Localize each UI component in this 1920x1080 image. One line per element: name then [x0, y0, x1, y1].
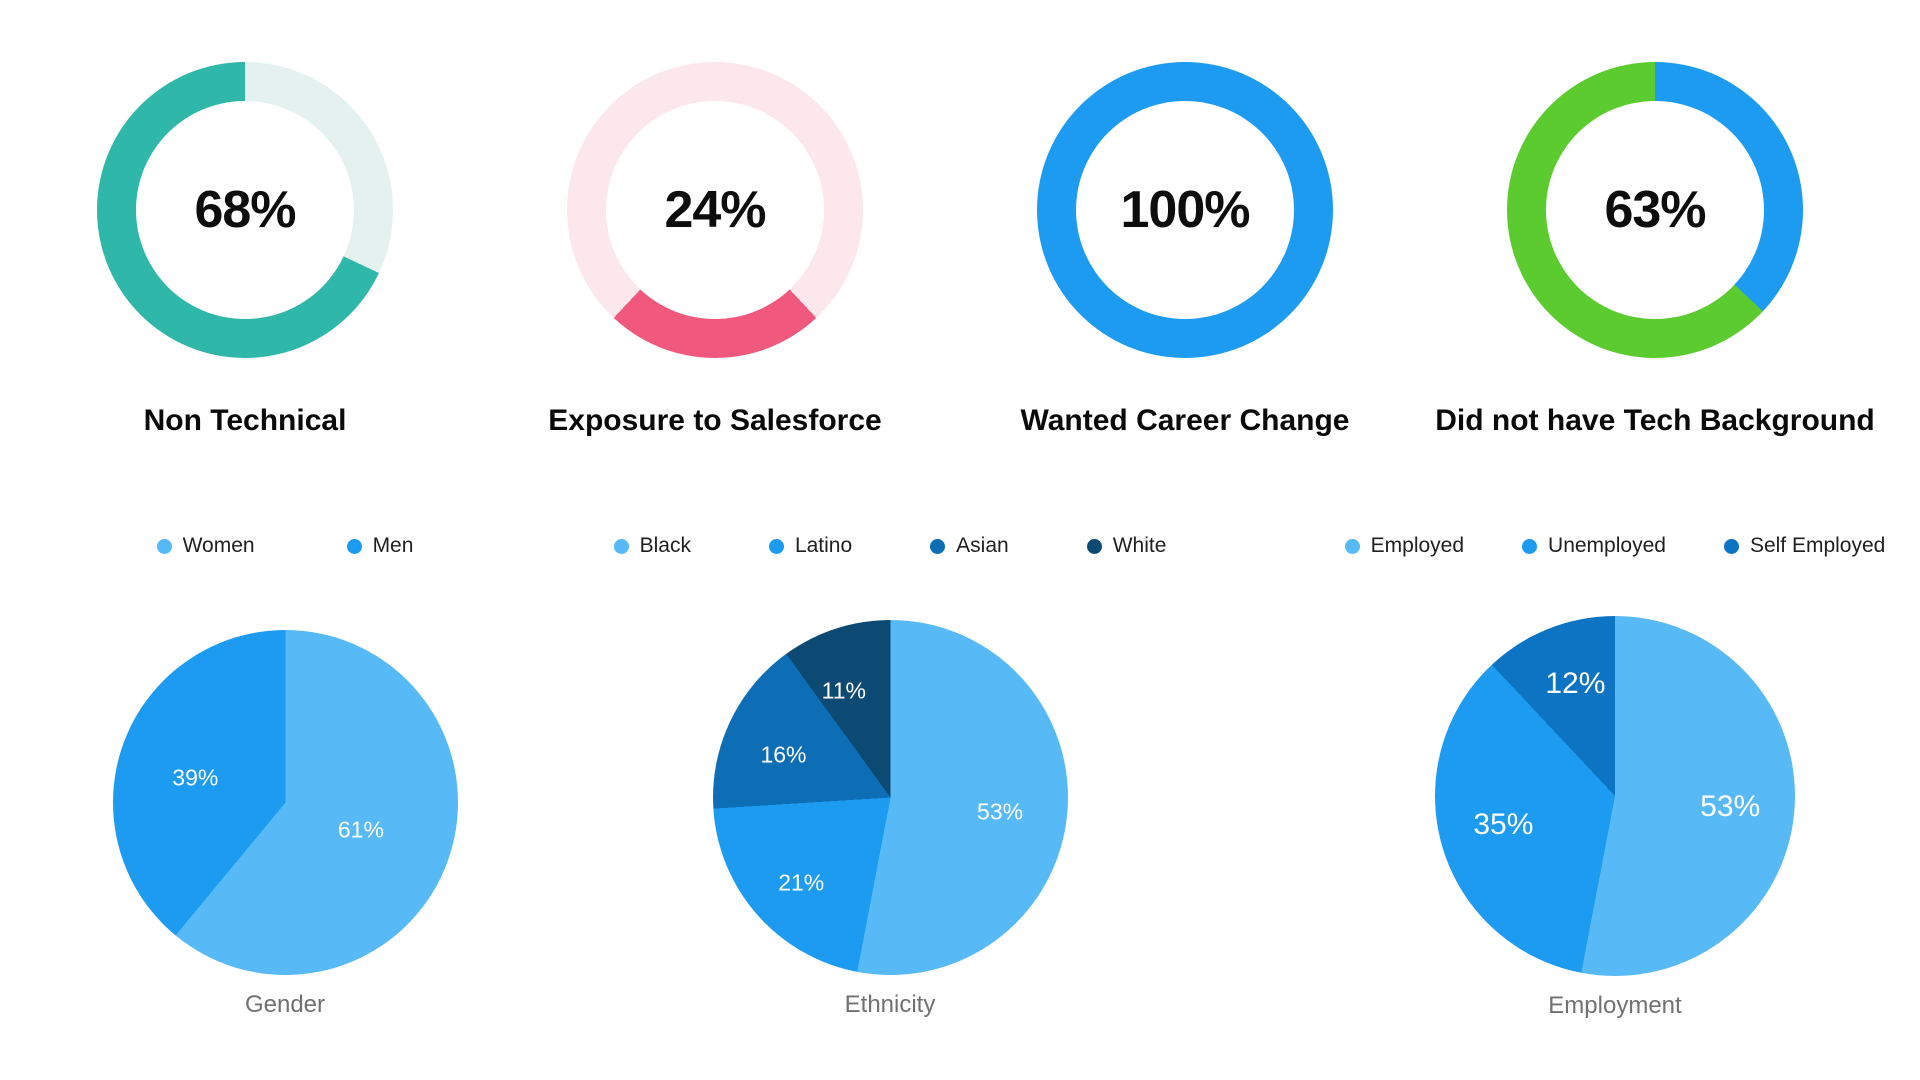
employed-dot-icon	[1344, 538, 1360, 554]
legend-label: Black	[639, 534, 691, 557]
slice-label-men: 39%	[172, 764, 219, 791]
legend-item-women: Women	[156, 534, 255, 558]
slice-label-women: 61%	[337, 816, 384, 843]
women-dot-icon	[156, 538, 172, 554]
ethnicity-pie-chart: 53% 21% 16% 11%	[712, 620, 1068, 975]
gender-legend: Women Men	[156, 534, 414, 558]
donut-title: Exposure to Salesforce	[548, 404, 882, 437]
men-dot-icon	[346, 538, 362, 554]
slice-label-asian: 16%	[760, 741, 807, 768]
legend-item-unemployed: Unemployed	[1522, 534, 1666, 558]
ethnicity-legend: Black Latino Asian White	[613, 534, 1167, 558]
donut-value: 63%	[1604, 181, 1706, 239]
legend-item-self-employed: Self Employed	[1723, 534, 1886, 558]
chart-caption: Ethnicity	[844, 991, 936, 1018]
legend-label: Asian	[956, 534, 1009, 557]
donut-card-non-technical: 68% Non Technical	[10, 62, 480, 438]
slice-label-employed: 53%	[1700, 789, 1761, 823]
asian-dot-icon	[930, 538, 946, 554]
donut-value: 68%	[194, 181, 296, 239]
ethnicity-chart-group: Black Latino Asian White 53% 21% 16% 11%…	[570, 534, 1210, 1019]
exposure-donut-chart: 24%	[567, 62, 863, 358]
donut-card-tech-background: 63% Did not have Tech Background	[1420, 62, 1890, 438]
latino-dot-icon	[768, 538, 784, 554]
legend-item-latino: Latino	[768, 534, 853, 558]
legend-label: Unemployed	[1548, 534, 1666, 557]
legend-label: Self Employed	[1749, 534, 1886, 557]
legend-label: Women	[182, 534, 255, 557]
donut-card-wanted-career-change: 100% Wanted Career Change	[950, 62, 1420, 438]
donut-hole: 24%	[606, 101, 824, 319]
gender-pie-chart: 61% 39%	[112, 630, 458, 975]
donut-title: Did not have Tech Background	[1435, 404, 1875, 437]
donut-hole: 100%	[1076, 101, 1294, 319]
donut-value: 100%	[1120, 181, 1251, 239]
black-dot-icon	[613, 538, 629, 554]
gender-chart-group: Women Men 61% 39% Gender	[55, 534, 515, 1019]
donut-title: Non Technical	[143, 404, 347, 437]
career-change-donut-chart: 100%	[1037, 62, 1333, 358]
legend-label: Men	[372, 534, 414, 557]
legend-item-men: Men	[346, 534, 414, 558]
legend-item-asian: Asian	[930, 534, 1009, 558]
legend-item-employed: Employed	[1344, 534, 1465, 558]
employment-chart-group: Employed Unemployed Self Employed 53% 35…	[1310, 534, 1920, 1020]
legend-label: Employed	[1370, 534, 1465, 557]
donut-value: 24%	[664, 181, 766, 239]
chart-caption: Employment	[1548, 992, 1682, 1019]
white-dot-icon	[1086, 538, 1102, 554]
donut-title: Wanted Career Change	[1020, 404, 1350, 437]
slice-label-self-employed: 12%	[1545, 667, 1606, 701]
chart-caption: Gender	[244, 991, 326, 1018]
donut-hole: 68%	[136, 101, 354, 319]
slice-label-latino: 21%	[778, 869, 825, 896]
legend-item-white: White	[1086, 534, 1167, 558]
slice-label-unemployed: 35%	[1473, 807, 1534, 841]
slice-label-white: 11%	[821, 677, 867, 704]
donut-kpi-row: 68% Non Technical 24% Exposure to Salesf…	[10, 62, 1890, 438]
self-employed-dot-icon	[1723, 538, 1739, 554]
donut-card-exposure-to-salesforce: 24% Exposure to Salesforce	[480, 62, 950, 438]
legend-item-black: Black	[613, 534, 691, 558]
tech-background-donut-chart: 63%	[1507, 62, 1803, 358]
legend-label: White	[1112, 534, 1167, 557]
legend-label: Latino	[794, 534, 853, 557]
donut-hole: 63%	[1546, 101, 1764, 319]
employment-legend: Employed Unemployed Self Employed	[1344, 534, 1886, 558]
non-technical-donut-chart: 68%	[97, 62, 393, 358]
unemployed-dot-icon	[1522, 538, 1538, 554]
slice-label-black: 53%	[977, 798, 1024, 825]
employment-pie-chart: 53% 35% 12%	[1435, 616, 1795, 976]
